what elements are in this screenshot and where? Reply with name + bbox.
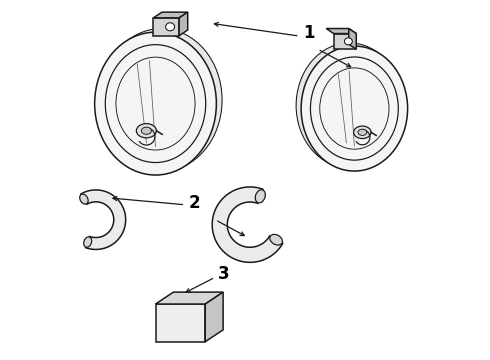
Polygon shape — [205, 292, 223, 342]
Text: 1: 1 — [304, 24, 315, 42]
Ellipse shape — [84, 237, 92, 247]
Ellipse shape — [100, 28, 222, 171]
Text: 3: 3 — [218, 265, 230, 283]
Ellipse shape — [166, 23, 174, 31]
Polygon shape — [334, 33, 356, 49]
Polygon shape — [153, 18, 179, 36]
Ellipse shape — [354, 126, 371, 139]
Polygon shape — [179, 12, 188, 36]
Polygon shape — [81, 190, 125, 249]
Ellipse shape — [80, 194, 88, 204]
Polygon shape — [326, 28, 356, 33]
Ellipse shape — [301, 46, 408, 171]
Ellipse shape — [142, 127, 151, 134]
Ellipse shape — [255, 190, 266, 203]
Ellipse shape — [358, 129, 367, 135]
Polygon shape — [155, 292, 223, 304]
Ellipse shape — [136, 123, 156, 138]
Polygon shape — [155, 304, 205, 342]
Ellipse shape — [95, 32, 217, 175]
Ellipse shape — [270, 234, 283, 245]
Polygon shape — [349, 28, 356, 49]
Polygon shape — [212, 187, 283, 262]
Ellipse shape — [296, 43, 403, 168]
Text: 2: 2 — [188, 194, 200, 212]
Polygon shape — [153, 12, 188, 18]
Ellipse shape — [344, 38, 352, 45]
